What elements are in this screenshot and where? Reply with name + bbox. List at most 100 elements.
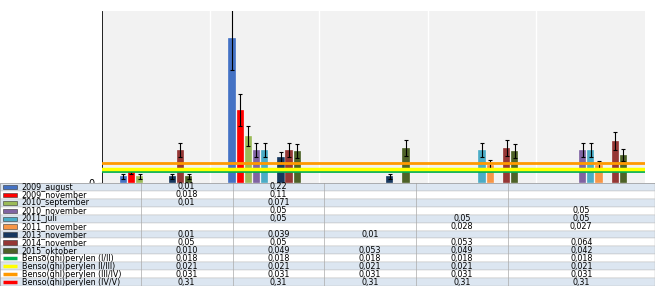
Text: 0,042: 0,042 bbox=[570, 246, 593, 255]
Bar bbox=[579, 150, 586, 183]
Bar bbox=[3, 185, 17, 189]
Bar bbox=[3, 193, 17, 197]
Text: 0,031: 0,031 bbox=[267, 270, 290, 279]
Bar bbox=[0, 270, 655, 278]
Bar bbox=[3, 225, 17, 229]
Bar bbox=[253, 150, 260, 183]
Text: 0,018: 0,018 bbox=[570, 254, 593, 263]
Text: 0,05: 0,05 bbox=[270, 206, 287, 215]
Text: 2010_november: 2010_november bbox=[22, 206, 87, 215]
Text: 2009_november: 2009_november bbox=[22, 190, 87, 199]
Text: 2015_oktober: 2015_oktober bbox=[22, 246, 77, 255]
Text: 0,05: 0,05 bbox=[572, 206, 590, 215]
Text: 0,049: 0,049 bbox=[267, 246, 290, 255]
Text: 0,031: 0,031 bbox=[451, 270, 473, 279]
Text: 0,031: 0,031 bbox=[359, 270, 381, 279]
Bar bbox=[3, 240, 17, 245]
Text: 0,027: 0,027 bbox=[570, 222, 593, 231]
Bar bbox=[236, 110, 244, 183]
Bar bbox=[0, 247, 655, 254]
Bar bbox=[286, 150, 293, 183]
Bar bbox=[168, 176, 176, 183]
Text: 0,31: 0,31 bbox=[178, 277, 195, 286]
Text: 0,11: 0,11 bbox=[270, 190, 287, 199]
Text: Benso(ghi)perylen (IV/V): Benso(ghi)perylen (IV/V) bbox=[22, 277, 120, 286]
Text: 2011_november: 2011_november bbox=[22, 222, 87, 231]
Bar bbox=[0, 239, 655, 247]
Text: 0,22: 0,22 bbox=[270, 182, 287, 192]
Bar bbox=[402, 148, 409, 183]
Bar bbox=[503, 148, 510, 183]
Text: 0,028: 0,028 bbox=[451, 222, 473, 231]
Bar bbox=[0, 223, 655, 231]
Text: 0,018: 0,018 bbox=[176, 190, 198, 199]
Bar bbox=[479, 150, 485, 183]
Text: 0,31: 0,31 bbox=[453, 277, 470, 286]
Bar bbox=[277, 157, 284, 183]
Text: 0,018: 0,018 bbox=[176, 254, 198, 263]
Text: 2014_november: 2014_november bbox=[22, 238, 87, 247]
Text: 0,018: 0,018 bbox=[359, 254, 381, 263]
Bar bbox=[0, 254, 655, 262]
Text: 2013_november: 2013_november bbox=[22, 230, 87, 239]
Bar bbox=[136, 176, 143, 183]
Text: 0,039: 0,039 bbox=[267, 230, 290, 239]
Text: 0,021: 0,021 bbox=[451, 262, 473, 271]
Text: 0,071: 0,071 bbox=[267, 198, 290, 207]
Bar bbox=[612, 141, 619, 183]
Bar bbox=[120, 176, 127, 183]
Text: 0,01: 0,01 bbox=[178, 230, 195, 239]
Text: 0,021: 0,021 bbox=[570, 262, 593, 271]
Text: 0,021: 0,021 bbox=[267, 262, 290, 271]
Text: 0,021: 0,021 bbox=[359, 262, 381, 271]
Bar bbox=[3, 208, 17, 213]
Text: 0,031: 0,031 bbox=[176, 270, 198, 279]
Bar bbox=[3, 201, 17, 205]
Bar bbox=[245, 136, 252, 183]
Bar bbox=[0, 215, 655, 223]
Bar bbox=[0, 191, 655, 199]
Bar bbox=[588, 150, 594, 183]
Text: 0,018: 0,018 bbox=[451, 254, 473, 263]
Bar bbox=[386, 176, 393, 183]
Text: Benso(ghl)perylen (III/IV): Benso(ghl)perylen (III/IV) bbox=[22, 270, 121, 279]
Text: 0,01: 0,01 bbox=[178, 198, 195, 207]
Bar bbox=[0, 278, 655, 286]
Text: Benso(ghi)perylen II/III): Benso(ghi)perylen II/III) bbox=[22, 262, 115, 271]
Bar bbox=[511, 151, 518, 183]
Text: 0,049: 0,049 bbox=[451, 246, 473, 255]
Bar bbox=[3, 232, 17, 237]
Bar bbox=[128, 171, 135, 183]
Text: 0,05: 0,05 bbox=[270, 214, 287, 223]
Text: 2011_juli: 2011_juli bbox=[22, 214, 58, 223]
Text: 0,01: 0,01 bbox=[178, 182, 195, 192]
Text: 0,053: 0,053 bbox=[359, 246, 381, 255]
Text: 2010_september: 2010_september bbox=[22, 198, 90, 207]
Text: 0,01: 0,01 bbox=[362, 230, 379, 239]
Bar bbox=[293, 151, 301, 183]
Text: 0,05: 0,05 bbox=[572, 214, 590, 223]
Text: 0,031: 0,031 bbox=[570, 270, 593, 279]
Text: 0,05: 0,05 bbox=[270, 238, 287, 247]
Text: 0,018: 0,018 bbox=[267, 254, 290, 263]
Text: 0,05: 0,05 bbox=[453, 214, 470, 223]
Bar bbox=[229, 38, 236, 183]
Bar bbox=[3, 248, 17, 253]
Text: 0,05: 0,05 bbox=[178, 238, 195, 247]
Bar bbox=[0, 199, 655, 207]
Text: 2009_august: 2009_august bbox=[22, 182, 73, 192]
Text: 0,021: 0,021 bbox=[176, 262, 198, 271]
Bar bbox=[0, 231, 655, 239]
Text: 0,064: 0,064 bbox=[570, 238, 593, 247]
Bar bbox=[595, 165, 603, 183]
Bar bbox=[0, 183, 655, 191]
Bar bbox=[487, 164, 494, 183]
Text: 0,31: 0,31 bbox=[362, 277, 379, 286]
Bar bbox=[3, 217, 17, 221]
Bar bbox=[0, 262, 655, 270]
Text: 0,31: 0,31 bbox=[270, 277, 287, 286]
Bar bbox=[620, 155, 627, 183]
Bar bbox=[0, 207, 655, 215]
Text: 0,31: 0,31 bbox=[572, 277, 590, 286]
Text: 0,010: 0,010 bbox=[176, 246, 198, 255]
